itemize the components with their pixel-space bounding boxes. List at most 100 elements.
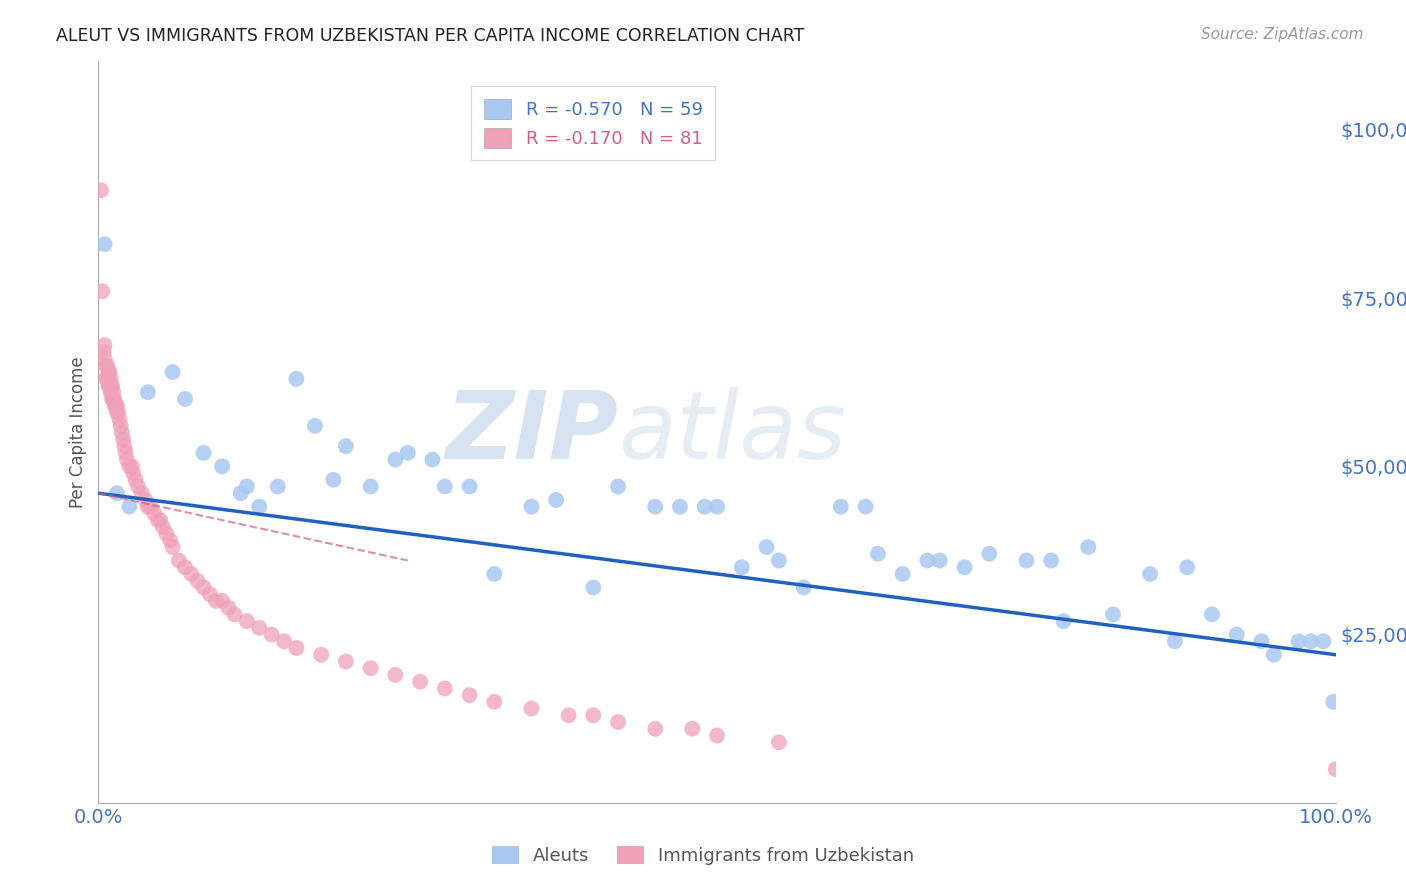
Point bbox=[335, 439, 357, 453]
Point bbox=[136, 385, 159, 400]
Point bbox=[1164, 634, 1187, 648]
Point bbox=[112, 439, 135, 453]
Point bbox=[1322, 695, 1344, 709]
Point bbox=[108, 412, 131, 426]
Point bbox=[285, 640, 308, 655]
Point bbox=[384, 668, 406, 682]
Point bbox=[360, 479, 382, 493]
Point bbox=[115, 452, 138, 467]
Point bbox=[582, 581, 605, 595]
Point bbox=[855, 500, 877, 514]
Point bbox=[755, 540, 778, 554]
Point bbox=[162, 365, 184, 379]
Point bbox=[433, 479, 456, 493]
Point bbox=[830, 500, 852, 514]
Point bbox=[90, 183, 112, 197]
Point bbox=[669, 500, 692, 514]
Point bbox=[180, 566, 202, 581]
Point bbox=[217, 600, 239, 615]
Point bbox=[98, 378, 121, 392]
Point bbox=[979, 547, 1001, 561]
Point bbox=[143, 507, 166, 521]
Point bbox=[193, 446, 215, 460]
Point bbox=[136, 500, 159, 514]
Legend: Aleuts, Immigrants from Uzbekistan: Aleuts, Immigrants from Uzbekistan bbox=[482, 837, 924, 874]
Point bbox=[103, 392, 125, 406]
Point bbox=[101, 378, 124, 392]
Point bbox=[103, 399, 125, 413]
Point bbox=[91, 285, 114, 299]
Point bbox=[93, 237, 115, 252]
Point bbox=[111, 425, 134, 440]
Point bbox=[520, 500, 543, 514]
Point bbox=[103, 392, 125, 406]
Point bbox=[118, 459, 141, 474]
Point bbox=[422, 452, 444, 467]
Point bbox=[100, 372, 122, 386]
Point bbox=[335, 655, 357, 669]
Point bbox=[409, 674, 432, 689]
Point bbox=[100, 385, 122, 400]
Point bbox=[768, 553, 790, 567]
Point bbox=[112, 433, 135, 447]
Point bbox=[1139, 566, 1161, 581]
Point bbox=[1324, 762, 1347, 776]
Point bbox=[93, 338, 115, 352]
Point bbox=[458, 688, 481, 702]
Point bbox=[1040, 553, 1063, 567]
Point bbox=[198, 587, 221, 601]
Point bbox=[644, 500, 666, 514]
Point bbox=[433, 681, 456, 696]
Point bbox=[127, 479, 149, 493]
Point bbox=[107, 405, 129, 419]
Point bbox=[236, 614, 259, 628]
Point bbox=[731, 560, 754, 574]
Point bbox=[93, 344, 115, 359]
Point bbox=[484, 566, 506, 581]
Point bbox=[247, 621, 270, 635]
Point bbox=[205, 594, 228, 608]
Point bbox=[122, 466, 145, 480]
Point bbox=[607, 479, 630, 493]
Point bbox=[134, 492, 156, 507]
Point bbox=[162, 540, 184, 554]
Point bbox=[186, 574, 208, 588]
Point bbox=[267, 479, 290, 493]
Point bbox=[557, 708, 579, 723]
Point bbox=[93, 351, 115, 366]
Point bbox=[917, 553, 939, 567]
Point bbox=[124, 473, 146, 487]
Point bbox=[193, 581, 215, 595]
Point bbox=[768, 735, 790, 749]
Point bbox=[1052, 614, 1074, 628]
Point bbox=[681, 722, 703, 736]
Point bbox=[285, 372, 308, 386]
Point bbox=[131, 486, 153, 500]
Point bbox=[273, 634, 295, 648]
Point bbox=[211, 459, 233, 474]
Point bbox=[260, 627, 283, 641]
Point bbox=[1201, 607, 1223, 622]
Point bbox=[96, 359, 118, 373]
Point bbox=[94, 372, 117, 386]
Point bbox=[114, 446, 136, 460]
Point bbox=[644, 722, 666, 736]
Point bbox=[1015, 553, 1038, 567]
Point bbox=[101, 392, 124, 406]
Point bbox=[520, 701, 543, 715]
Point bbox=[96, 372, 118, 386]
Point bbox=[1102, 607, 1125, 622]
Point bbox=[110, 418, 132, 433]
Point bbox=[159, 533, 181, 548]
Point bbox=[229, 486, 252, 500]
Point bbox=[384, 452, 406, 467]
Point bbox=[322, 473, 344, 487]
Point bbox=[693, 500, 716, 514]
Point bbox=[396, 446, 419, 460]
Point bbox=[155, 526, 177, 541]
Legend: R = -0.570   N = 59, R = -0.170   N = 81: R = -0.570 N = 59, R = -0.170 N = 81 bbox=[471, 87, 716, 161]
Point bbox=[174, 560, 197, 574]
Point bbox=[1226, 627, 1249, 641]
Point bbox=[149, 513, 172, 527]
Point bbox=[1288, 634, 1310, 648]
